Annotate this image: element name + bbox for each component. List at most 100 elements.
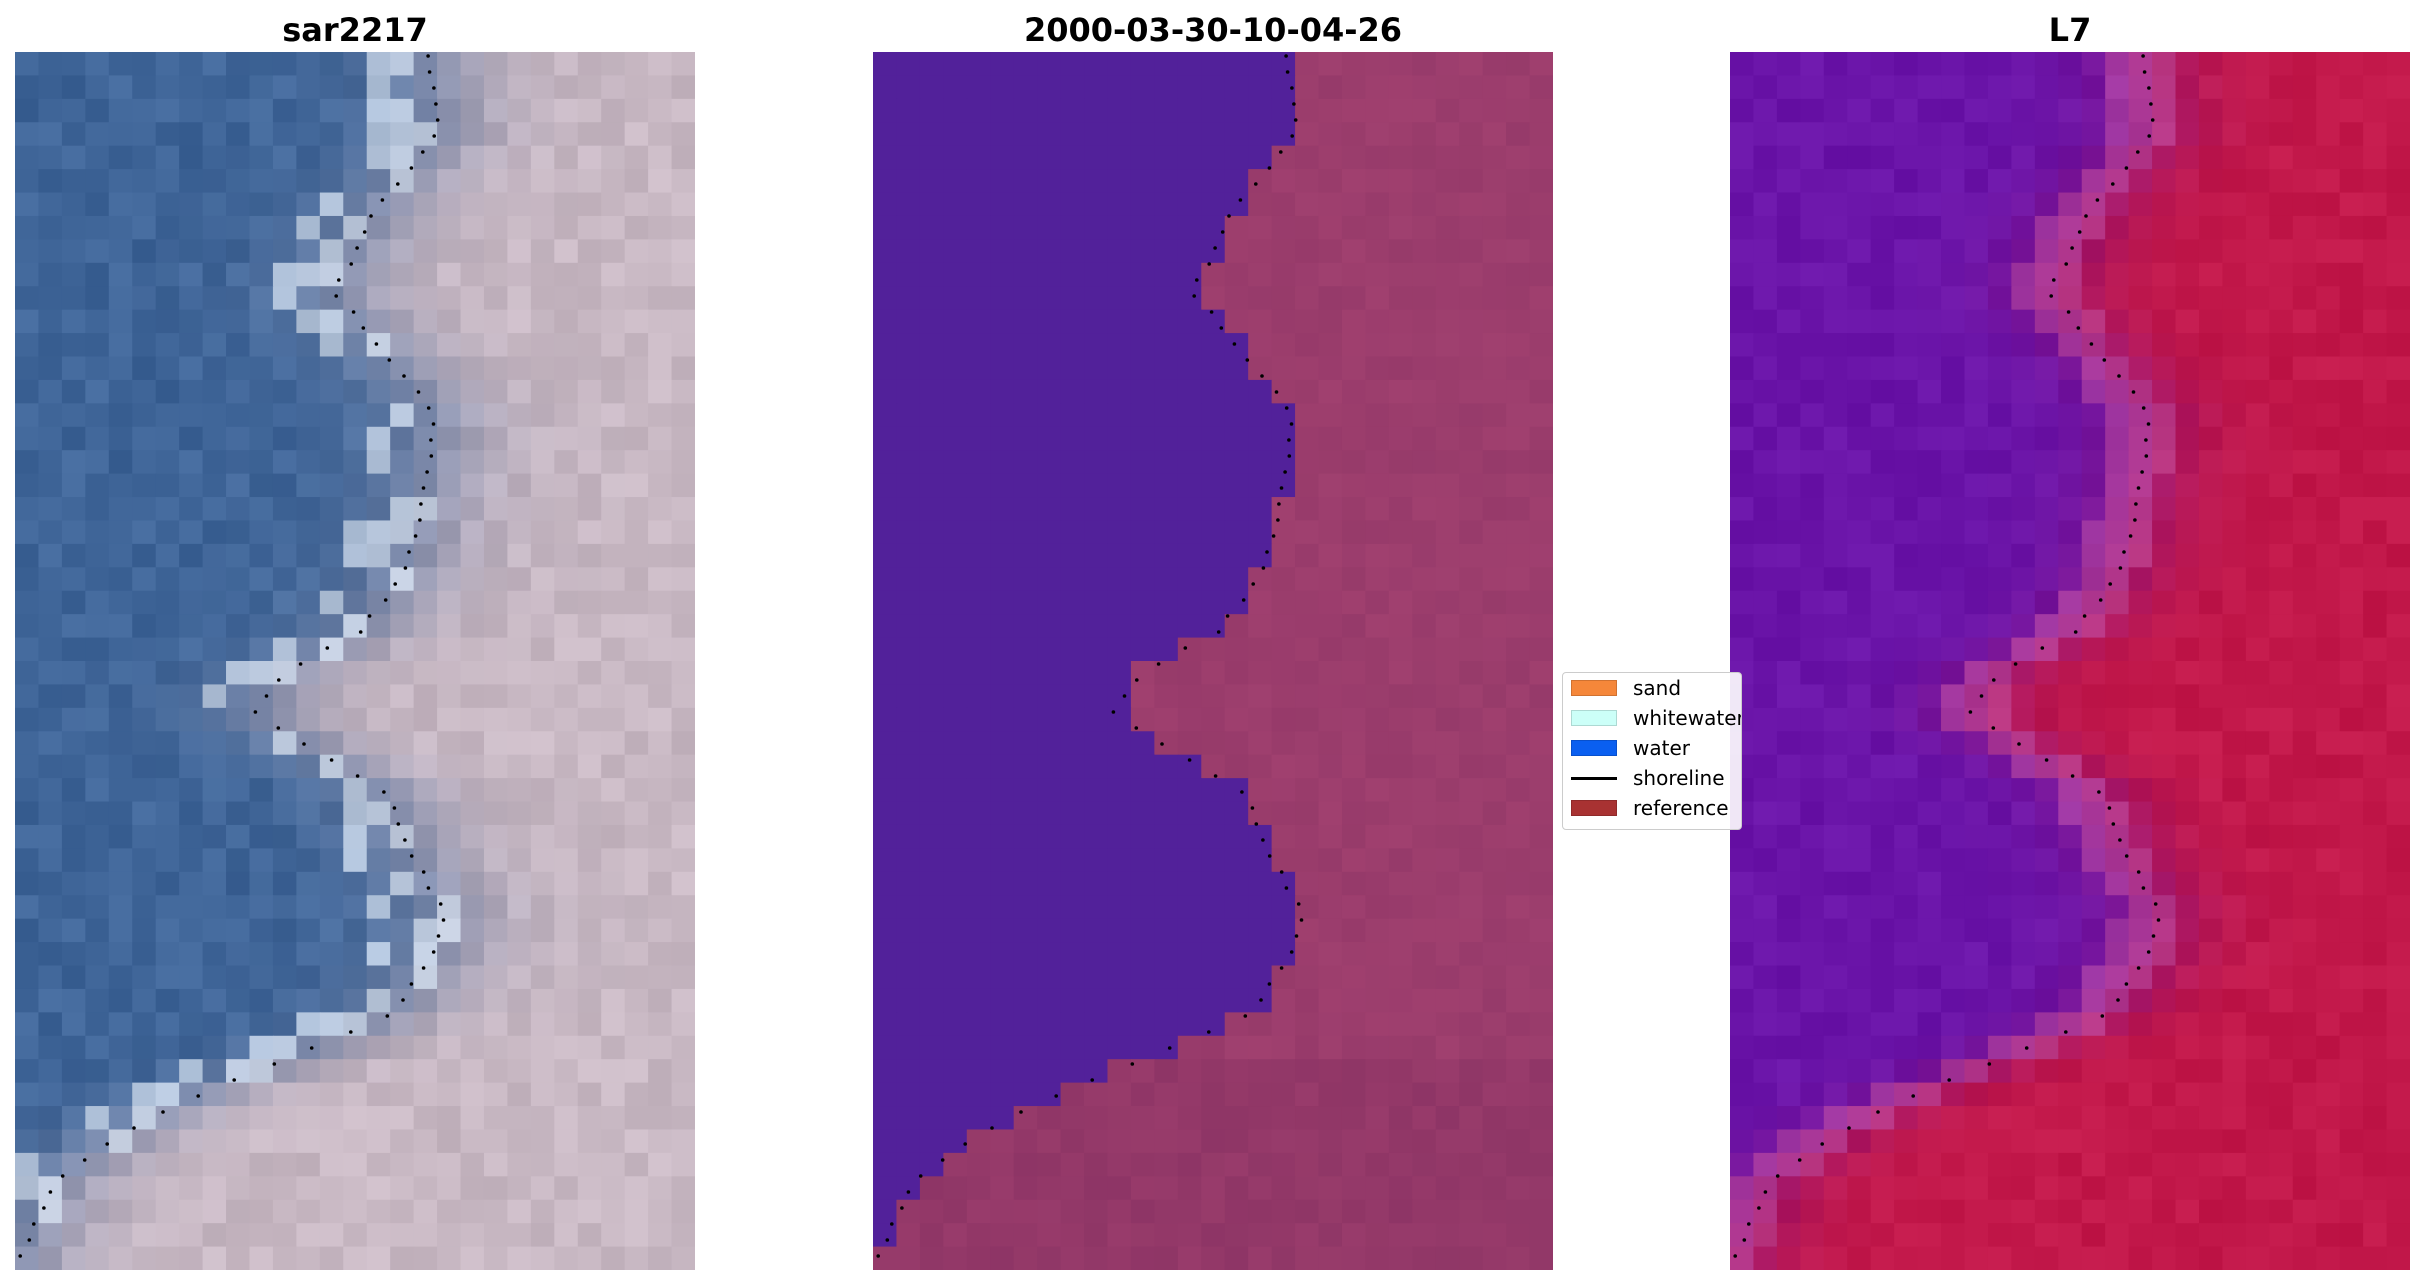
image-pixel — [15, 824, 40, 849]
image-pixel — [2128, 1223, 2153, 1248]
image-pixel — [226, 520, 251, 545]
image-pixel — [1248, 239, 1273, 264]
shoreline-point — [418, 518, 422, 522]
image-pixel — [2222, 988, 2247, 1013]
image-pixel — [919, 1012, 944, 1037]
image-pixel — [1823, 450, 1848, 475]
image-pixel — [1941, 122, 1966, 147]
image-pixel — [1870, 52, 1895, 77]
image-pixel — [990, 1129, 1015, 1154]
image-pixel — [366, 824, 391, 849]
image-pixel — [2034, 848, 2059, 873]
shoreline-point — [402, 374, 406, 378]
image-pixel — [1107, 567, 1132, 592]
image-pixel — [530, 286, 555, 311]
image-pixel — [272, 778, 297, 803]
image-pixel — [943, 520, 968, 545]
image-pixel — [671, 1246, 695, 1270]
image-pixel — [38, 1152, 63, 1177]
image-pixel — [61, 215, 86, 240]
image-pixel — [202, 824, 227, 849]
image-pixel — [966, 895, 991, 920]
image-pixel — [1894, 450, 1919, 475]
image-pixel — [85, 543, 110, 568]
image-pixel — [1060, 286, 1085, 311]
image-pixel — [1130, 801, 1155, 826]
image-pixel — [554, 778, 579, 803]
image-pixel — [2339, 473, 2364, 498]
image-pixel — [1987, 965, 2012, 990]
image-pixel — [896, 1012, 921, 1037]
image-pixel — [1318, 707, 1343, 732]
image-pixel — [1753, 239, 1778, 264]
image-pixel — [2011, 848, 2036, 873]
image-pixel — [272, 1059, 297, 1084]
image-pixel — [343, 567, 368, 592]
shoreline-point — [2073, 630, 2078, 634]
image-pixel — [179, 965, 204, 990]
image-pixel — [1248, 824, 1273, 849]
image-pixel — [896, 778, 921, 803]
image-pixel — [873, 1082, 898, 1107]
image-pixel — [1412, 1106, 1437, 1131]
image-pixel — [896, 1246, 921, 1270]
image-pixel — [1037, 543, 1062, 568]
image-pixel — [1800, 1199, 1825, 1224]
image-pixel — [343, 262, 368, 287]
image-pixel — [132, 895, 157, 920]
image-pixel — [1506, 1012, 1531, 1037]
image-pixel — [1823, 215, 1848, 240]
shoreline-point — [1213, 774, 1218, 778]
image-pixel — [2386, 122, 2410, 147]
image-pixel — [2081, 333, 2106, 358]
image-pixel — [990, 426, 1015, 451]
image-pixel — [1800, 520, 1825, 545]
image-pixel — [1177, 1199, 1202, 1224]
shoreline-point — [276, 726, 281, 730]
shoreline-point — [2118, 566, 2123, 570]
image-pixel — [1248, 1082, 1273, 1107]
image-pixel — [990, 145, 1015, 170]
image-pixel — [1154, 988, 1179, 1013]
image-pixel — [1917, 1246, 1942, 1270]
image-pixel — [648, 707, 673, 732]
image-pixel — [1753, 942, 1778, 967]
image-pixel — [226, 309, 251, 334]
image-pixel — [2152, 1106, 2177, 1131]
image-pixel — [1987, 98, 2012, 123]
image-pixel — [2292, 731, 2317, 756]
image-pixel — [1894, 403, 1919, 428]
image-pixel — [2152, 848, 2177, 873]
image-pixel — [2363, 661, 2388, 686]
image-pixel — [1154, 1106, 1179, 1131]
image-pixel — [1894, 426, 1919, 451]
image-pixel — [2058, 262, 2083, 287]
image-pixel — [437, 333, 462, 358]
image-pixel — [2269, 450, 2294, 475]
image-pixel — [2198, 1082, 2224, 1107]
image-pixel — [2034, 52, 2059, 77]
image-pixel — [483, 918, 509, 943]
image-pixel — [319, 895, 344, 920]
image-pixel — [1800, 1035, 1825, 1060]
shoreline-point — [196, 1094, 200, 1098]
image-pixel — [2386, 1129, 2410, 1154]
image-pixel — [896, 356, 921, 381]
image-pixel — [1177, 684, 1202, 709]
image-pixel — [966, 754, 991, 779]
image-pixel — [437, 614, 462, 639]
image-pixel — [1295, 637, 1320, 662]
image-pixel — [2292, 286, 2317, 311]
image-pixel — [296, 707, 321, 732]
image-pixel — [155, 918, 180, 943]
image-pixel — [990, 473, 1015, 498]
image-pixel — [1201, 215, 1226, 240]
image-pixel — [2339, 309, 2364, 334]
image-pixel — [1248, 145, 1273, 170]
image-pixel — [1964, 309, 1989, 334]
image-pixel — [155, 309, 180, 334]
image-pixel — [1271, 1199, 1296, 1224]
image-pixel — [2198, 262, 2224, 287]
image-pixel — [272, 122, 297, 147]
image-pixel — [2292, 426, 2317, 451]
